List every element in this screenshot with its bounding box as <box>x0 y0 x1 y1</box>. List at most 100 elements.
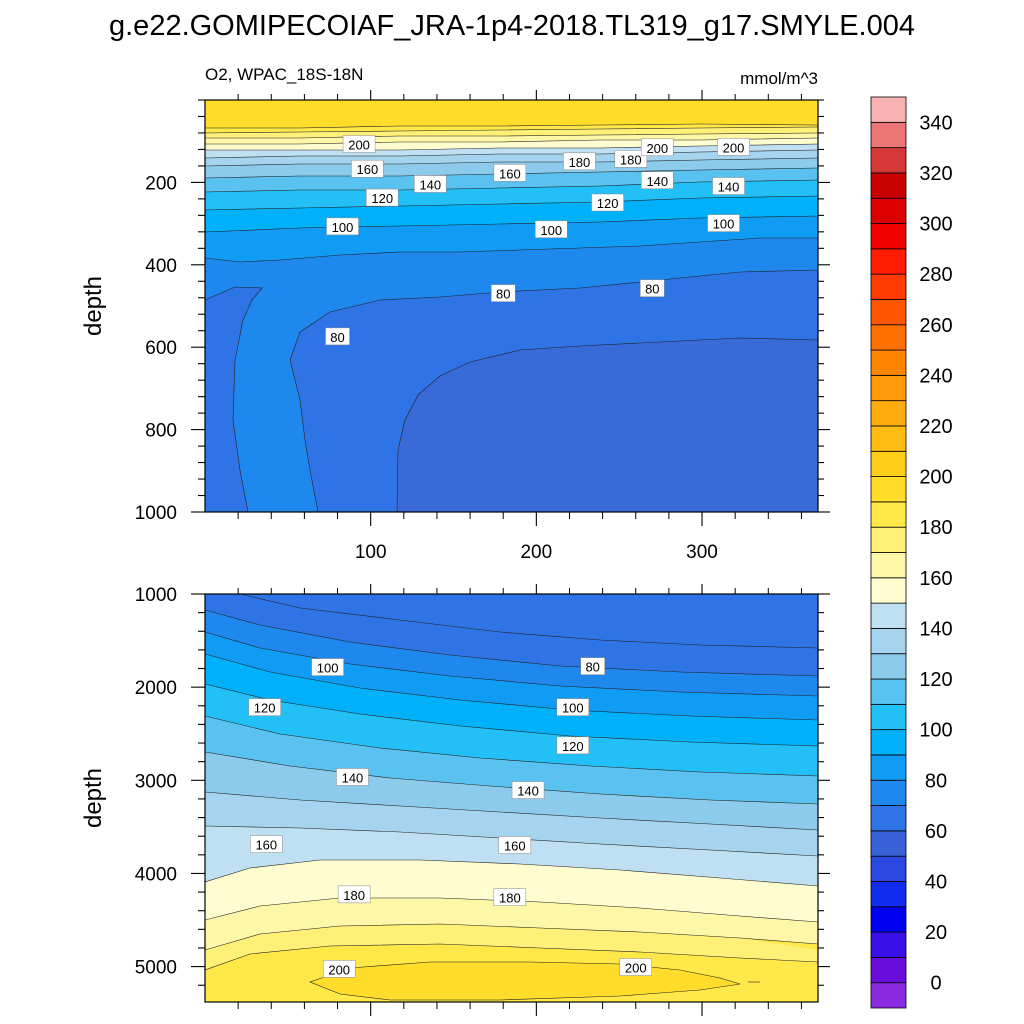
contour-label-text: 120 <box>371 191 393 206</box>
contour-label-text: 160 <box>504 839 526 854</box>
contour-label-text: 120 <box>597 196 619 211</box>
lower-contour-line <box>205 751 818 805</box>
colorbar-tick-label: 340 <box>919 112 952 134</box>
lower-contour-line <box>205 631 818 697</box>
contour-label: 100 <box>556 698 590 716</box>
colorbar-box <box>870 400 907 427</box>
lower-band-70-80 <box>205 594 818 676</box>
upper-panel-fill <box>205 100 818 512</box>
colorbar-tick-label: 160 <box>919 568 952 590</box>
contour-label-text: 140 <box>342 771 364 786</box>
colorbar-box <box>870 374 907 402</box>
contour-label-box <box>498 836 532 854</box>
lower-band-120-130 <box>205 716 818 804</box>
lower-panel-fill <box>205 594 818 1002</box>
contour-label-box <box>640 279 665 297</box>
colorbar-tick-label: 0 <box>930 973 941 995</box>
lower-band-90-100 <box>205 632 818 720</box>
upper-y-axis-label: depth <box>80 276 107 336</box>
lower-band-140-150 <box>205 792 818 856</box>
contour-label-box <box>493 888 527 906</box>
colorbar-box <box>870 653 907 680</box>
upper-band-200-210 <box>205 100 818 128</box>
lower-band-130-140 <box>205 752 818 830</box>
colorbar-box <box>870 703 907 731</box>
contour-label-text: 180 <box>499 891 521 906</box>
colorbar-box <box>870 552 907 579</box>
upper-axis-ticks: 100 200 300 200 400 600 800 1000 <box>135 90 830 563</box>
contour-label-box <box>619 958 653 976</box>
contour-label: 140 <box>511 781 545 799</box>
lower-band-100-110 <box>205 654 818 746</box>
colorbar-box <box>870 628 907 655</box>
contour-label-text: 100 <box>332 220 354 235</box>
upper-contour-labels: 200 160 140 160 180 180 200 200 140 140 120 120 100 1… <box>325 135 750 346</box>
contour-label: 160 <box>493 164 527 182</box>
lower-contour-line <box>205 653 818 721</box>
contour-label: 100 <box>535 220 568 239</box>
lower-band-170-180 <box>205 898 818 950</box>
lower-band-180-190 <box>205 924 818 1002</box>
upper-panel: 100 200 300 200 400 600 800 1000 200 160 140 160 18… <box>80 90 830 563</box>
contour-label: 200 <box>717 138 750 156</box>
contour-label-text: 180 <box>620 152 642 167</box>
upper-contour-line <box>205 143 818 151</box>
colorbar-box <box>870 223 907 250</box>
contour-label-box <box>490 284 516 302</box>
colorbar-box <box>870 96 907 123</box>
colorbar-box <box>870 830 907 857</box>
contour-label-text: 100 <box>562 701 584 716</box>
contour-label: 80 <box>325 327 350 346</box>
contour-label-box <box>535 220 568 239</box>
upper-contour-line <box>205 149 818 159</box>
colorbar-box <box>870 197 907 224</box>
colorbar-tick-label: 80 <box>925 770 947 792</box>
contour-label-box <box>563 152 596 171</box>
contour-label: 140 <box>712 177 745 195</box>
contour-label: 200 <box>342 135 376 153</box>
colorbar-box <box>870 299 907 326</box>
upper-contour-line <box>205 137 818 145</box>
colorbar: 0 20 40 60 80 100 120 140 160 180 200 220 240 260 280 3… <box>870 96 953 1009</box>
contour-label-box <box>493 164 527 182</box>
colorbar-tick-label: 60 <box>925 821 947 843</box>
variable-region-label: O2, WPAC_18S-18N <box>205 65 363 84</box>
colorbar-box <box>870 273 907 300</box>
upper-contour-line <box>205 123 818 129</box>
contour-label-box <box>250 835 283 853</box>
colorbar-box <box>870 476 907 503</box>
lower-contour-line <box>205 715 818 777</box>
upper-contour-line <box>205 237 818 263</box>
y-tick-label: 600 <box>145 338 177 359</box>
y-tick-label: 3000 <box>135 771 177 792</box>
contour-label-text: 100 <box>317 661 339 676</box>
contour-label-text: 160 <box>255 838 277 853</box>
contour-label: 100 <box>311 658 344 676</box>
colorbar-tick-label: 180 <box>919 517 952 539</box>
colorbar-box <box>870 881 907 908</box>
colorbar-box <box>870 855 907 882</box>
lower-band-150-160 <box>205 826 818 886</box>
figure-title: g.e22.GOMIPECOIAF_JRA-1p4-2018.TL319_g17… <box>109 10 915 42</box>
units-label: mmol/m^3 <box>740 69 818 88</box>
contour-label: 80 <box>580 657 605 675</box>
contour-label: 180 <box>563 152 596 171</box>
y-tick-label: 2000 <box>135 678 177 699</box>
lower-contour-line <box>205 943 818 971</box>
colorbar-tick-label: 120 <box>919 669 952 691</box>
contour-label-box <box>511 781 545 799</box>
colorbar-box <box>870 324 907 351</box>
y-tick-label: 5000 <box>135 958 177 979</box>
colorbar-tick-label: 260 <box>919 315 952 337</box>
upper-contour-line <box>205 179 818 193</box>
lower-contour-lines <box>205 594 818 1001</box>
colorbar-box <box>870 526 907 553</box>
contour-label-text: 200 <box>723 140 745 155</box>
contour-label-box <box>556 736 590 755</box>
contour-label-box <box>556 698 590 716</box>
contour-label: 200 <box>322 960 356 978</box>
colorbar-box <box>870 805 907 832</box>
contour-label-text: 180 <box>569 155 591 170</box>
contour-label-box <box>311 658 344 676</box>
